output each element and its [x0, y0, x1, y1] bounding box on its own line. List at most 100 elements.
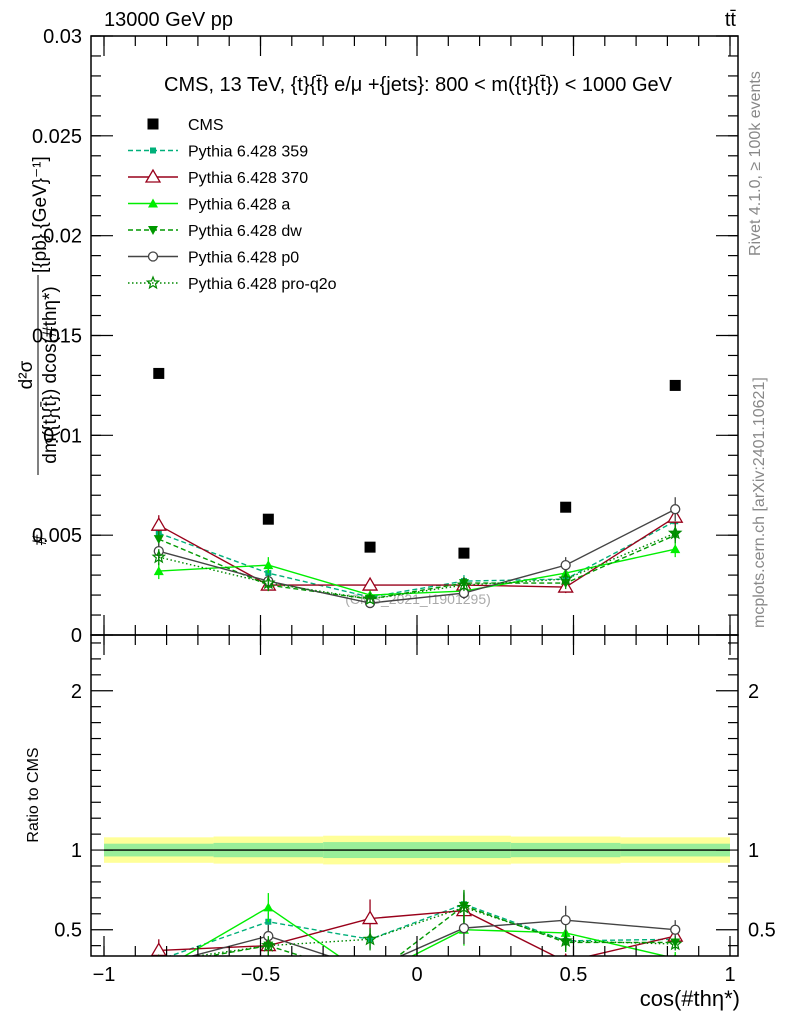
data-point [154, 961, 164, 970]
data-point [366, 965, 375, 974]
series-line [168, 903, 676, 956]
data-point [670, 504, 681, 515]
series-line [158, 534, 676, 600]
data-point [365, 974, 375, 983]
header-right-label: tt̄ [725, 9, 737, 31]
series-line [158, 508, 676, 604]
data-point [150, 942, 167, 956]
tick-label: 0.03 [43, 26, 82, 48]
legend-marker [148, 198, 158, 208]
legend-marker [147, 118, 159, 130]
data-point [560, 915, 571, 926]
tick-label: 0 [71, 625, 82, 647]
tick-label: 0.5 [54, 920, 82, 942]
data-point [456, 577, 472, 592]
tick-label: 0.5 [748, 920, 776, 942]
tick-label: 0.01 [43, 425, 82, 447]
data-point [670, 544, 681, 554]
data-point [261, 575, 276, 590]
data-point [154, 960, 163, 969]
data-point [153, 566, 164, 576]
legend-marker [150, 147, 156, 154]
plot-title: CMS, 13 TeV, {t}{t̄} e/μ +{jets}: 800 < … [164, 74, 673, 96]
series-cms [153, 367, 681, 559]
tick-label: −1 [93, 964, 116, 986]
ratio-ylabel: Ratio to CMS [25, 747, 42, 842]
data-point [560, 559, 571, 571]
legend-label: Pythia 6.428 pro-q2o [188, 276, 337, 293]
legend-label: Pythia 6.428 a [188, 197, 290, 214]
legend-marker [144, 168, 162, 183]
main-ylabel: # d²σ dm({t}{t̄}) dcos(#thη*) [{pb} {GeV… [16, 156, 61, 545]
series-pythia-6-428-370 [150, 507, 684, 594]
tick-label: 0.015 [32, 326, 82, 348]
data-point [558, 571, 573, 586]
mcplots-label: mcplots.cern.ch [arXiv:2401.10621] [751, 377, 768, 628]
data-point [263, 902, 274, 912]
legend-label: CMS [188, 117, 224, 134]
ylabel-denominator: dm({t}{t̄}) dcos(#thη*) [40, 286, 61, 463]
series-line [158, 909, 676, 956]
ylabel-unit: [{pb} {GeV}⁻¹] [30, 156, 51, 273]
tick-label: 1 [724, 964, 735, 986]
tick-label: 0 [411, 964, 422, 986]
series-line [158, 548, 676, 596]
data-point [262, 513, 274, 525]
ratio-frame [90, 634, 739, 957]
data-point [364, 541, 376, 553]
data-point [670, 924, 681, 935]
rivet-label: Rivet 4.1.0, ≥ 100k events [747, 71, 764, 256]
data-point [261, 937, 276, 952]
data-point [362, 931, 378, 946]
series-pythia-6-428-359 [155, 511, 679, 602]
legend: CMS Pythia 6.428 359 Pythia 6.428 370 Pythi… [128, 117, 337, 293]
series-line [158, 532, 676, 600]
ratio-series-pythia-6-428-pro-q2o [157, 891, 683, 956]
tick-label: 0.005 [32, 525, 82, 547]
legend-item: Pythia 6.428 370 [128, 168, 308, 187]
data-point [153, 367, 165, 379]
axes: 0 0.005 0.01 0.015 0.02 0.025 0.03 0.5 0.5 1 1 2 2 −1… [32, 26, 776, 986]
ylabel-numerator: d²σ [16, 360, 37, 389]
data-point [560, 501, 572, 513]
data-point [263, 560, 274, 570]
tick-label: 2 [71, 681, 82, 703]
tick-label: 1 [71, 840, 82, 862]
data-point [673, 953, 677, 956]
x-axis-label: cos(#thη*) [640, 986, 740, 1011]
legend-item: Pythia 6.428 pro-q2o [128, 275, 337, 293]
legend-item: Pythia 6.428 a [128, 197, 290, 214]
data-point [458, 547, 470, 559]
data-point [150, 516, 167, 531]
data-point [153, 535, 164, 545]
svg-text:#: # [30, 534, 51, 545]
tick-label: 1 [748, 840, 759, 862]
main-panel [150, 367, 684, 609]
tick-label: 0.5 [560, 964, 588, 986]
data-point [361, 576, 379, 591]
data-point [362, 591, 378, 606]
tick-label: 0.025 [32, 126, 82, 148]
data-point [456, 899, 472, 914]
header-left-label: 13000 GeV pp [104, 9, 233, 31]
legend-label: Pythia 6.428 p0 [188, 250, 299, 267]
legend-marker [147, 251, 159, 262]
data-point [558, 933, 573, 948]
ratio-panel [104, 835, 730, 983]
legend-marker [145, 275, 161, 290]
legend-item: Pythia 6.428 p0 [128, 250, 299, 267]
legend-item: CMS [147, 117, 224, 134]
data-point [667, 936, 683, 951]
legend-label: Pythia 6.428 dw [188, 223, 302, 240]
data-point [458, 922, 470, 934]
data-point [365, 973, 375, 982]
legend-label: Pythia 6.428 370 [188, 170, 308, 187]
legend-marker [148, 226, 158, 235]
series-line [192, 906, 676, 956]
series-line [158, 516, 676, 588]
series-pythia-6-428-pro-q2o [151, 525, 683, 606]
data-point [157, 953, 160, 956]
tick-label: −0.5 [241, 964, 280, 986]
data-point [154, 966, 164, 975]
